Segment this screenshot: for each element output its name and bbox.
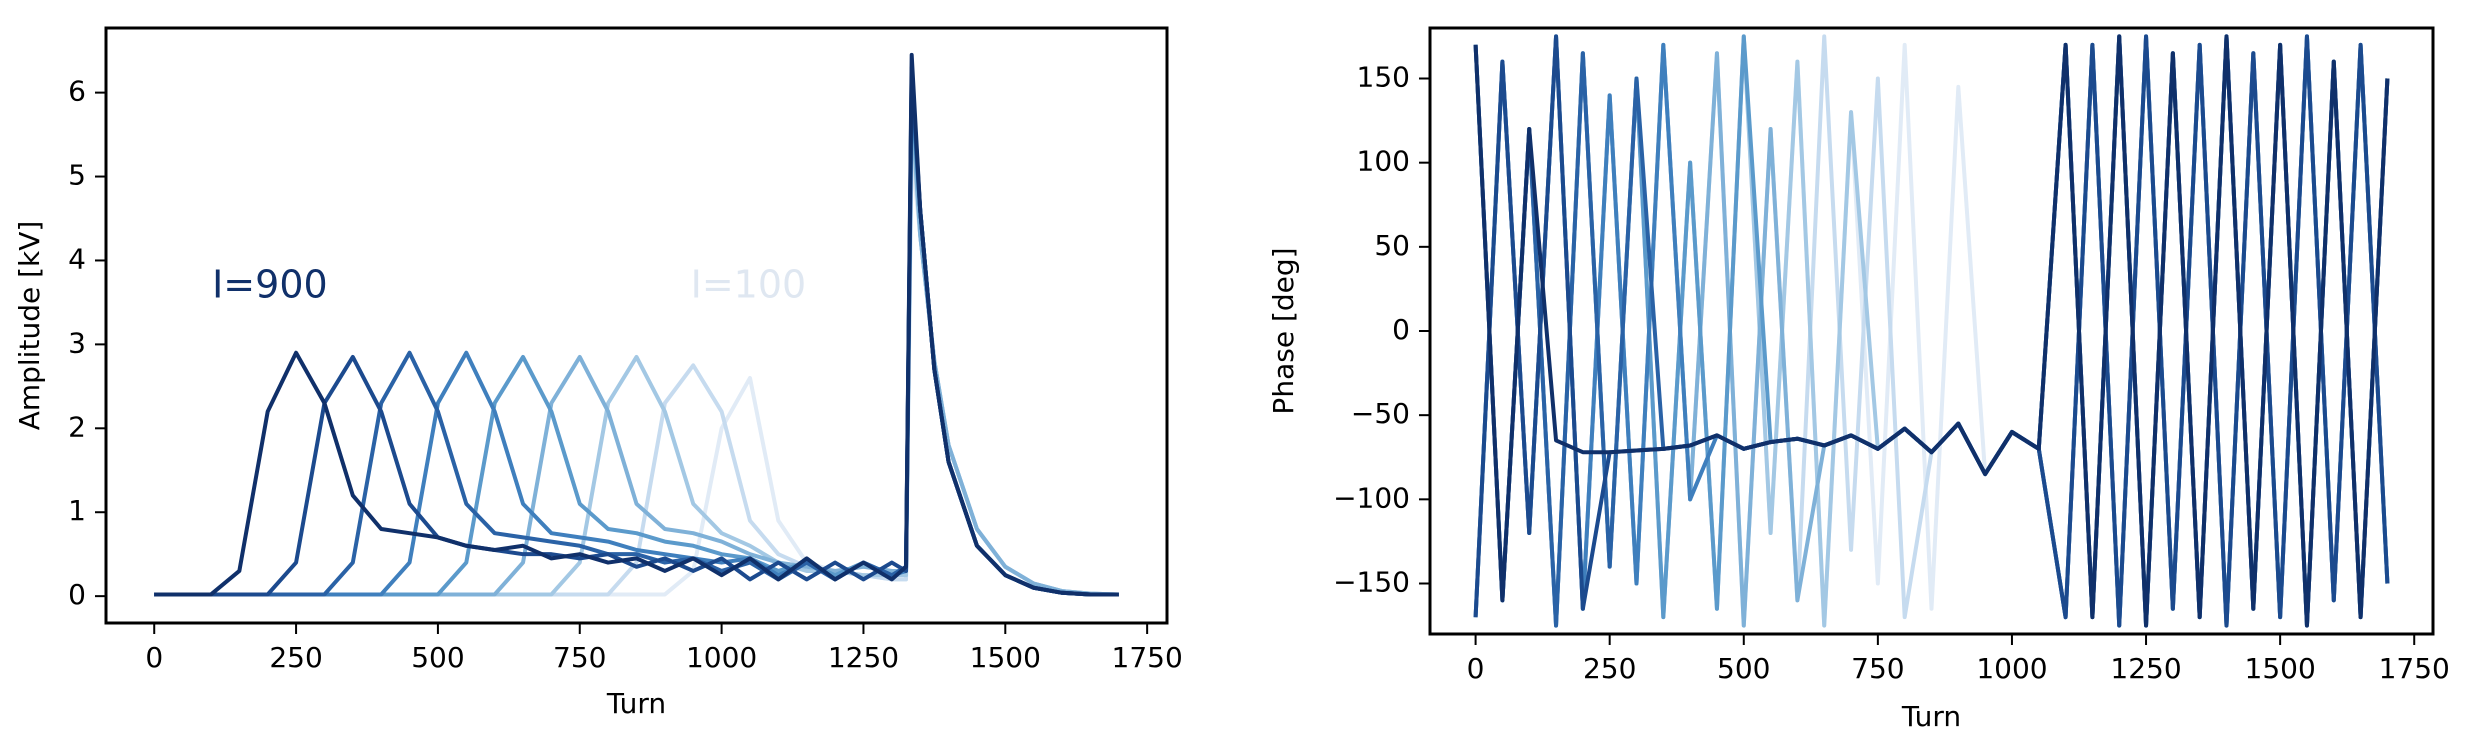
y-axis-label: Phase [deg]: [1267, 247, 1300, 414]
plot-area: [154, 52, 1119, 597]
y-tick-label: 3: [68, 326, 86, 359]
y-tick-label: 5: [68, 159, 86, 192]
y-tick-label: 2: [68, 410, 86, 443]
x-tick-label: 500: [1717, 652, 1770, 685]
x-tick-label: 1250: [828, 641, 899, 674]
x-tick-label: 1750: [1112, 641, 1183, 674]
plot-area: [1473, 34, 2390, 628]
series-line: [1473, 34, 2390, 628]
y-tick-label: 0: [1392, 313, 1410, 346]
y-tick-label: 4: [68, 242, 86, 275]
x-tick-label: 500: [411, 641, 464, 674]
x-tick-label: 1750: [2379, 652, 2450, 685]
y-tick-label: 50: [1374, 229, 1410, 262]
y-tick-label: 100: [1357, 145, 1410, 178]
x-tick-label: 1250: [2110, 652, 2181, 685]
x-axis-label: Turn: [606, 687, 666, 720]
x-tick-label: 250: [1583, 652, 1636, 685]
x-tick-label: 1500: [2245, 652, 2316, 685]
series-line: [154, 52, 1119, 597]
chart-panel: 0 250 500 750 1000 1250 1500 1750 −150 −100 −50 0 50…: [1267, 26, 2450, 733]
x-tick-label: 1000: [1976, 652, 2047, 685]
x-tick-label: 750: [1851, 652, 1904, 685]
series-line: [154, 99, 1119, 597]
x-axis-label: Turn: [1901, 700, 1961, 733]
x-tick-label: 0: [1467, 652, 1485, 685]
y-tick-label: −50: [1351, 397, 1410, 430]
x-tick-label: 1000: [686, 641, 757, 674]
x-tick-label: 250: [269, 641, 322, 674]
y-axis-label: Amplitude [kV]: [13, 221, 46, 431]
annotation: I=100: [691, 262, 807, 306]
axes-frame: [104, 26, 1169, 625]
chart-panel: 0 250 500 750 1000 1250 1500 1750 0 1 2 3 4 5 6 Turn Amp…: [13, 26, 1183, 720]
y-tick-label: −150: [1333, 566, 1410, 599]
y-tick-label: −100: [1333, 481, 1410, 514]
x-tick-label: 750: [553, 641, 606, 674]
annotation: I=900: [212, 262, 328, 306]
y-tick-label: 0: [68, 578, 86, 611]
y-tick-label: 1: [68, 494, 86, 527]
y-tick-label: 150: [1357, 61, 1410, 94]
y-tick-label: 6: [68, 75, 86, 108]
x-tick-label: 1500: [970, 641, 1041, 674]
series-line: [154, 149, 1119, 597]
x-tick-label: 0: [145, 641, 163, 674]
